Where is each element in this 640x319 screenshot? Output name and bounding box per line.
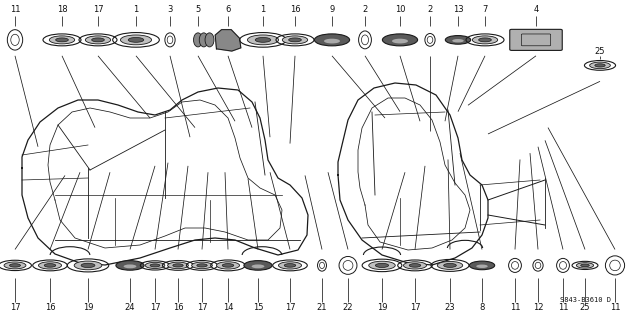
Text: 3: 3 <box>167 5 173 14</box>
Ellipse shape <box>472 36 498 44</box>
Ellipse shape <box>168 262 188 269</box>
Ellipse shape <box>403 262 426 269</box>
Text: 11: 11 <box>610 303 620 313</box>
Text: 19: 19 <box>377 303 387 313</box>
Ellipse shape <box>580 264 589 267</box>
Text: 16: 16 <box>45 303 55 313</box>
Text: S843-B3610 D: S843-B3610 D <box>560 297 611 303</box>
Ellipse shape <box>150 264 160 267</box>
Ellipse shape <box>255 37 271 42</box>
Ellipse shape <box>595 64 605 67</box>
Ellipse shape <box>56 38 68 42</box>
Text: 17: 17 <box>10 303 20 313</box>
Ellipse shape <box>216 262 239 269</box>
Ellipse shape <box>199 33 208 47</box>
Text: 10: 10 <box>395 5 405 14</box>
Text: 13: 13 <box>452 5 463 14</box>
Text: 17: 17 <box>410 303 420 313</box>
Ellipse shape <box>197 264 207 267</box>
Text: 11: 11 <box>509 303 520 313</box>
Ellipse shape <box>369 261 396 270</box>
Text: 2: 2 <box>428 5 433 14</box>
Ellipse shape <box>44 263 56 267</box>
Text: 4: 4 <box>533 5 539 14</box>
Text: 5: 5 <box>195 5 200 14</box>
Text: 8: 8 <box>479 303 484 313</box>
Ellipse shape <box>4 262 26 269</box>
Ellipse shape <box>392 39 408 43</box>
Text: 25: 25 <box>580 303 590 313</box>
Text: 14: 14 <box>223 303 233 313</box>
Text: 18: 18 <box>57 5 67 14</box>
Text: 11: 11 <box>10 5 20 14</box>
Ellipse shape <box>205 33 214 47</box>
Ellipse shape <box>248 35 278 45</box>
Ellipse shape <box>92 38 104 42</box>
Ellipse shape <box>145 262 164 269</box>
Ellipse shape <box>437 261 463 270</box>
Ellipse shape <box>289 38 301 42</box>
Ellipse shape <box>383 34 418 46</box>
Ellipse shape <box>577 263 594 268</box>
Ellipse shape <box>252 264 264 268</box>
Ellipse shape <box>409 263 420 267</box>
Ellipse shape <box>49 36 75 44</box>
Ellipse shape <box>445 35 470 44</box>
Ellipse shape <box>74 261 102 270</box>
Ellipse shape <box>38 262 61 269</box>
Text: 16: 16 <box>290 5 300 14</box>
Ellipse shape <box>589 62 611 69</box>
Ellipse shape <box>120 35 152 45</box>
Text: 19: 19 <box>83 303 93 313</box>
Ellipse shape <box>452 39 464 42</box>
Text: 17: 17 <box>150 303 160 313</box>
Ellipse shape <box>81 263 95 268</box>
Text: 6: 6 <box>225 5 230 14</box>
Ellipse shape <box>191 262 212 269</box>
Text: 17: 17 <box>93 5 103 14</box>
Ellipse shape <box>193 33 202 47</box>
Text: 1: 1 <box>260 5 266 14</box>
Text: 17: 17 <box>196 303 207 313</box>
Text: 24: 24 <box>125 303 135 313</box>
Ellipse shape <box>282 36 308 44</box>
Ellipse shape <box>314 34 349 46</box>
Ellipse shape <box>222 263 234 267</box>
Ellipse shape <box>284 263 296 267</box>
Text: 23: 23 <box>445 303 455 313</box>
Ellipse shape <box>10 264 20 267</box>
Text: 22: 22 <box>343 303 353 313</box>
Text: 25: 25 <box>595 47 605 56</box>
Text: 21: 21 <box>317 303 327 313</box>
Ellipse shape <box>173 264 183 267</box>
FancyBboxPatch shape <box>509 29 563 50</box>
Text: 11: 11 <box>557 303 568 313</box>
Ellipse shape <box>376 263 388 267</box>
Text: 9: 9 <box>330 5 335 14</box>
Ellipse shape <box>244 261 272 270</box>
Ellipse shape <box>469 261 495 270</box>
Text: 7: 7 <box>483 5 488 14</box>
Text: 12: 12 <box>532 303 543 313</box>
Text: 17: 17 <box>285 303 295 313</box>
Polygon shape <box>215 30 241 51</box>
Ellipse shape <box>479 38 492 42</box>
Ellipse shape <box>324 39 340 43</box>
Ellipse shape <box>444 263 456 267</box>
Ellipse shape <box>116 261 144 270</box>
Ellipse shape <box>128 37 144 42</box>
Text: 2: 2 <box>362 5 367 14</box>
Ellipse shape <box>278 262 301 269</box>
Ellipse shape <box>124 264 136 268</box>
Text: 15: 15 <box>253 303 263 313</box>
Ellipse shape <box>476 264 488 268</box>
Text: 1: 1 <box>133 5 139 14</box>
Text: 16: 16 <box>173 303 183 313</box>
Ellipse shape <box>85 36 111 44</box>
